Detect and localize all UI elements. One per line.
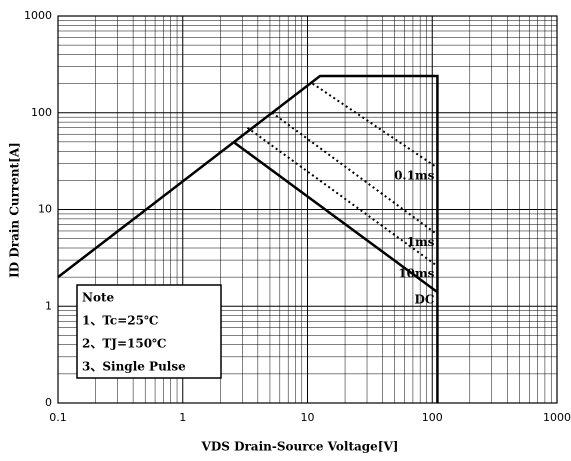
x-tick-label: 1000	[543, 411, 571, 424]
series-label: 0.1ms	[394, 168, 435, 182]
series-line	[271, 111, 439, 236]
series-line	[57, 74, 439, 403]
series-line	[312, 82, 438, 169]
note-box	[76, 284, 222, 379]
x-axis-label: VDS Drain-Source Voltage[V]	[201, 440, 399, 454]
plot-frame	[57, 15, 558, 404]
y-tick-label: 0	[45, 396, 52, 409]
note-text: Note	[82, 291, 115, 305]
note-text: 3、Single Pulse	[82, 360, 186, 374]
note-text: 1、Tc=25℃	[82, 314, 158, 328]
y-axis-label: ID Drain Current[A]	[8, 142, 22, 278]
x-tick-label: 100	[422, 411, 443, 424]
x-tick-label: 10	[301, 411, 315, 424]
series-label: DC	[414, 293, 434, 307]
note-text: 2、TJ=150℃	[82, 337, 166, 351]
y-tick-label: 1000	[24, 9, 52, 22]
y-tick-label: 1	[45, 299, 52, 312]
y-tick-label: 10	[38, 203, 52, 216]
y-tick-label: 100	[31, 106, 52, 119]
series-line	[233, 141, 439, 294]
series-line	[246, 126, 439, 267]
x-tick-label: 1	[179, 411, 186, 424]
series-label: 1ms	[407, 235, 435, 249]
x-tick-label: 0.1	[49, 411, 67, 424]
